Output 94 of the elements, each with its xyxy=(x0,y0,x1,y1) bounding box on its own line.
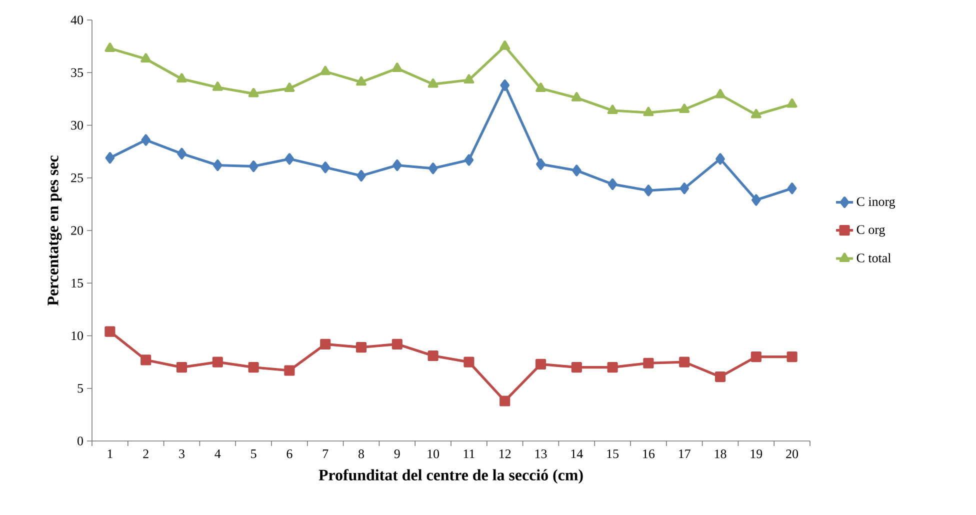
point xyxy=(140,53,152,62)
x-tick-label: 8 xyxy=(358,450,364,458)
x-tick-label: 15 xyxy=(607,450,619,458)
point xyxy=(320,162,330,174)
x-tick-label: 13 xyxy=(535,450,547,458)
point xyxy=(500,79,510,92)
point xyxy=(643,106,654,116)
point xyxy=(752,194,761,206)
x-tick-label: 18 xyxy=(714,450,726,458)
y-tick-label: 20 xyxy=(71,226,84,235)
point xyxy=(643,358,654,368)
point xyxy=(356,76,366,86)
x-tick-label: 1 xyxy=(108,450,112,458)
point xyxy=(392,338,402,350)
point xyxy=(536,158,546,170)
point xyxy=(607,362,618,373)
y-tick-label: 25 xyxy=(71,174,83,182)
x-tick-label: 2 xyxy=(143,450,148,458)
point xyxy=(212,159,222,172)
y-tick-label: 10 xyxy=(72,331,84,340)
point xyxy=(750,352,762,362)
point xyxy=(535,358,546,370)
point xyxy=(787,182,797,194)
point xyxy=(428,350,438,362)
point xyxy=(715,88,726,98)
legend-label: C total xyxy=(856,253,891,262)
point xyxy=(786,352,798,362)
point xyxy=(571,92,582,102)
point xyxy=(105,152,115,164)
point xyxy=(679,356,690,368)
point xyxy=(104,326,116,337)
point xyxy=(536,82,546,92)
point xyxy=(428,78,438,88)
point xyxy=(500,396,510,406)
point xyxy=(176,362,188,373)
point xyxy=(608,178,618,190)
x-tick-label: 9 xyxy=(394,450,400,458)
x-tick-label: 19 xyxy=(750,450,762,458)
point xyxy=(248,160,258,172)
x-tick-label: 4 xyxy=(214,449,221,458)
x-tick-label: 12 xyxy=(500,450,511,458)
y-tick-label: 30 xyxy=(71,120,84,130)
y-tick-label: 0 xyxy=(78,436,84,446)
y-tick-label: 35 xyxy=(71,68,83,77)
point xyxy=(392,159,402,172)
point xyxy=(464,356,474,368)
point xyxy=(140,354,152,366)
x-tick-label: 16 xyxy=(643,450,655,458)
point xyxy=(644,184,654,196)
point xyxy=(284,365,295,376)
point xyxy=(750,108,762,118)
point xyxy=(714,372,726,382)
point xyxy=(104,42,116,52)
point xyxy=(320,66,331,76)
legend-label: C inorg xyxy=(856,197,896,209)
x-tick-label: 10 xyxy=(428,450,440,458)
y-tick-label: 40 xyxy=(70,16,84,24)
point xyxy=(141,134,151,146)
x-tick-label: 14 xyxy=(571,450,583,458)
point xyxy=(356,170,366,182)
point xyxy=(786,98,798,108)
x-tick-label: 11 xyxy=(464,450,474,458)
point xyxy=(680,182,690,194)
point xyxy=(177,148,186,160)
point xyxy=(607,104,618,114)
point xyxy=(464,74,474,84)
point xyxy=(320,338,331,350)
point xyxy=(500,40,510,50)
x-axis-title: Profunditat del centre de la secció (cm) xyxy=(318,469,583,484)
x-tick-label: 17 xyxy=(679,450,690,458)
legend-label: C org xyxy=(856,225,885,237)
point xyxy=(284,153,294,165)
point xyxy=(464,154,474,166)
y-tick-label: 5 xyxy=(78,384,83,393)
point xyxy=(571,362,582,373)
point xyxy=(248,362,259,373)
point xyxy=(716,153,725,165)
y-axis-title: Percentatge en pes sec xyxy=(48,156,62,306)
point xyxy=(176,73,187,82)
x-tick-label: 3 xyxy=(179,450,184,458)
point xyxy=(284,82,295,92)
x-tick-label: 20 xyxy=(786,450,798,458)
point xyxy=(212,356,223,368)
x-tick-label: 5 xyxy=(251,449,256,458)
point xyxy=(679,104,690,113)
point xyxy=(428,162,438,174)
y-tick-label: 15 xyxy=(72,278,83,288)
x-tick-label: 7 xyxy=(322,449,328,458)
point xyxy=(356,342,367,353)
point xyxy=(248,88,259,98)
x-tick-label: 6 xyxy=(286,450,292,458)
point xyxy=(572,164,582,176)
point xyxy=(392,62,402,72)
point xyxy=(212,82,223,91)
